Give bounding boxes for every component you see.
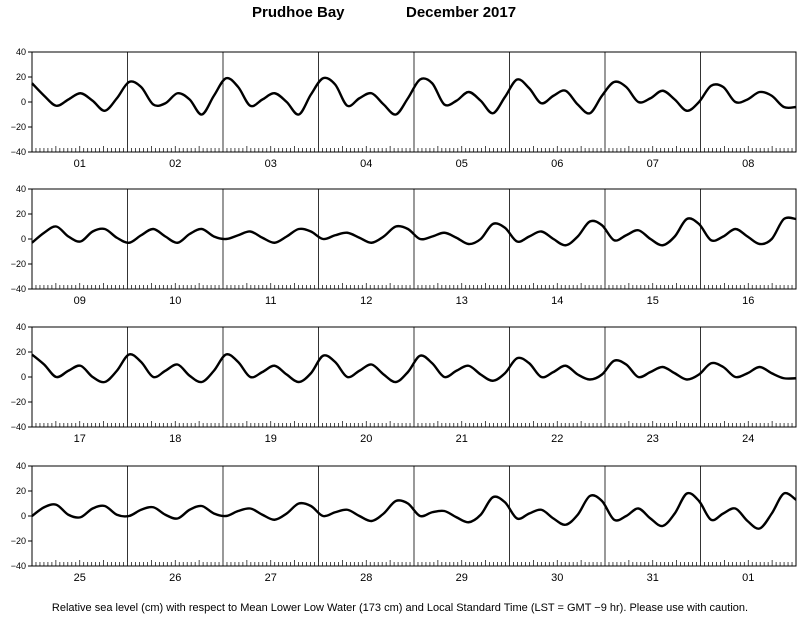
y-tick-label: 0 xyxy=(21,372,26,382)
day-label: 03 xyxy=(265,158,277,170)
chart-footnote: Relative sea level (cm) with respect to … xyxy=(51,602,749,614)
day-label: 05 xyxy=(456,158,468,170)
y-tick-label: −20 xyxy=(11,259,26,269)
day-label: 08 xyxy=(742,158,754,170)
chart-title-period: December 2017 xyxy=(406,4,517,21)
sea-level-line xyxy=(31,216,797,247)
day-label: 14 xyxy=(551,295,563,307)
day-label: 16 xyxy=(742,295,754,307)
y-tick-label: −20 xyxy=(11,122,26,132)
day-label: 17 xyxy=(74,433,86,445)
y-tick-label: 20 xyxy=(16,347,26,357)
y-tick-label: −40 xyxy=(11,284,26,294)
day-label: 15 xyxy=(647,295,659,307)
day-label: 12 xyxy=(360,295,372,307)
day-label: 11 xyxy=(265,295,276,307)
y-tick-label: 20 xyxy=(16,486,26,496)
day-label: 22 xyxy=(551,433,563,445)
day-label: 23 xyxy=(647,433,659,445)
panel-2: −40 −20 0 20 40 09 10 11 12 13 14 15 16 xyxy=(11,184,797,307)
day-label: 13 xyxy=(456,295,468,307)
panel-1: −40 −20 0 20 40 01 02 03 04 05 06 07 08 xyxy=(11,47,797,170)
panel-3: −40 −20 0 20 40 17 18 19 20 21 22 23 24 xyxy=(11,322,797,445)
panel-4: −40 −20 0 20 40 25 26 27 28 29 30 31 01 xyxy=(11,461,797,584)
y-tick-label: 40 xyxy=(16,47,26,57)
y-tick-label: 40 xyxy=(16,461,26,471)
y-tick-label: −40 xyxy=(11,147,26,157)
day-label: 06 xyxy=(551,158,563,170)
tide-chart: −40 −20 0 20 40 01 02 03 04 05 06 07 08 −40 −20 0 20 40 09… xyxy=(11,47,797,584)
day-label: 28 xyxy=(360,572,372,584)
day-label: 09 xyxy=(74,295,86,307)
day-label: 19 xyxy=(265,433,277,445)
day-label: 31 xyxy=(647,572,659,584)
day-label: 26 xyxy=(169,572,181,584)
sea-level-line xyxy=(31,491,797,530)
day-label: 01 xyxy=(74,158,86,170)
y-tick-label: −20 xyxy=(11,536,26,546)
day-label: 02 xyxy=(169,158,181,170)
day-label: 04 xyxy=(360,158,372,170)
y-tick-label: 0 xyxy=(21,97,26,107)
day-label: 27 xyxy=(265,572,277,584)
day-label: 25 xyxy=(74,572,86,584)
y-tick-label: 0 xyxy=(21,234,26,244)
y-tick-label: −40 xyxy=(11,422,26,432)
y-tick-label: −40 xyxy=(11,561,26,571)
sea-level-line xyxy=(31,353,797,384)
y-tick-label: 0 xyxy=(21,511,26,521)
y-tick-label: −20 xyxy=(11,397,26,407)
day-label: 10 xyxy=(169,295,181,307)
day-label: 30 xyxy=(551,572,563,584)
y-tick-label: 40 xyxy=(16,322,26,332)
day-label: 21 xyxy=(456,433,468,445)
sea-level-line xyxy=(31,76,797,116)
day-label: 20 xyxy=(360,433,372,445)
y-tick-label: 20 xyxy=(16,72,26,82)
chart-title-location: Prudhoe Bay xyxy=(252,4,345,21)
day-label: 07 xyxy=(647,158,659,170)
day-label: 29 xyxy=(456,572,468,584)
day-label: 24 xyxy=(742,433,754,445)
y-tick-label: 20 xyxy=(16,209,26,219)
y-tick-label: 40 xyxy=(16,184,26,194)
day-label: 18 xyxy=(169,433,181,445)
day-label: 01 xyxy=(742,572,754,584)
